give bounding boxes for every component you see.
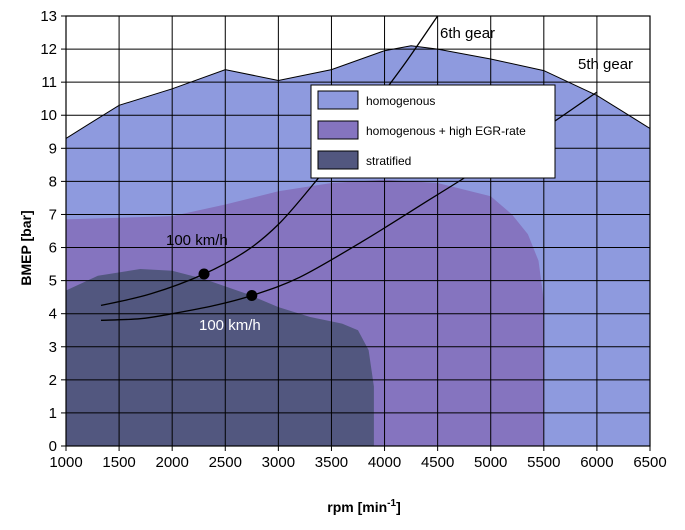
operating-point-1 bbox=[198, 268, 210, 280]
y-tick-label-6: 6 bbox=[49, 240, 57, 257]
y-tick-label-11: 11 bbox=[41, 74, 57, 91]
legend-swatch-homogenous bbox=[317, 90, 359, 110]
x-tick-label-1500: 1500 bbox=[102, 454, 135, 471]
x-tick-label-6000: 6000 bbox=[580, 454, 613, 471]
y-tick-label-7: 7 bbox=[49, 206, 57, 223]
gear-label-5th: 5th gear bbox=[578, 56, 633, 73]
x-axis-title-main: rpm [min bbox=[327, 499, 387, 515]
legend-label-egr: homogenous + high EGR-rate bbox=[366, 124, 526, 138]
y-tick-label-13: 13 bbox=[40, 8, 57, 25]
speed-label-5th: 100 km/h bbox=[199, 317, 261, 334]
y-tick-label-3: 3 bbox=[49, 339, 57, 356]
axis-layer: 1000 1500 2000 2500 3000 3500 4000 4500 5000 5500… bbox=[40, 8, 666, 471]
y-tick-label-5: 5 bbox=[49, 273, 57, 290]
operating-point-layer bbox=[198, 268, 258, 301]
x-axis-title-end: ] bbox=[396, 499, 401, 515]
y-tick-label-0: 0 bbox=[49, 438, 57, 455]
x-tick-label-6500: 6500 bbox=[633, 454, 666, 471]
y-tick-label-9: 9 bbox=[49, 140, 57, 157]
plot-frame bbox=[65, 15, 651, 447]
y-tick-label-1: 1 bbox=[49, 405, 57, 422]
x-tick-label-3500: 3500 bbox=[315, 454, 348, 471]
x-tick-label-5500: 5500 bbox=[527, 454, 560, 471]
legend-label-stratified: stratified bbox=[366, 154, 411, 168]
operating-point-2 bbox=[246, 290, 258, 301]
y-tick-label-4: 4 bbox=[49, 306, 57, 323]
y-tick-label-10: 10 bbox=[40, 107, 57, 124]
x-tick-label-2000: 2000 bbox=[155, 454, 188, 471]
x-axis-title-sup: -1 bbox=[387, 498, 396, 509]
y-axis-title: BMEP [bar] bbox=[18, 210, 34, 285]
legend: homogenous homogenous + high EGR-rate st… bbox=[310, 84, 556, 179]
x-tick-label-5000: 5000 bbox=[474, 454, 507, 471]
y-tick-label-2: 2 bbox=[49, 372, 57, 389]
legend-swatch-stratified bbox=[317, 150, 359, 170]
x-axis-title: rpm [min-1] bbox=[327, 498, 400, 515]
x-tick-label-2500: 2500 bbox=[209, 454, 242, 471]
legend-swatch-egr bbox=[317, 120, 359, 140]
x-tick-label-1000: 1000 bbox=[49, 454, 82, 471]
speed-label-6th: 100 km/h bbox=[166, 232, 228, 249]
y-axis-title-group: BMEP [bar] bbox=[18, 210, 34, 285]
legend-label-homogenous: homogenous bbox=[366, 94, 435, 108]
gear-line-6th-gear bbox=[100, 15, 439, 307]
y-tick-label-12: 12 bbox=[40, 41, 57, 58]
x-tick-label-4000: 4000 bbox=[368, 454, 401, 471]
y-tick-label-8: 8 bbox=[49, 173, 57, 190]
x-tick-label-4500: 4500 bbox=[421, 454, 454, 471]
x-tick-label-3000: 3000 bbox=[262, 454, 295, 471]
gear-label-6th: 6th gear bbox=[440, 25, 495, 42]
